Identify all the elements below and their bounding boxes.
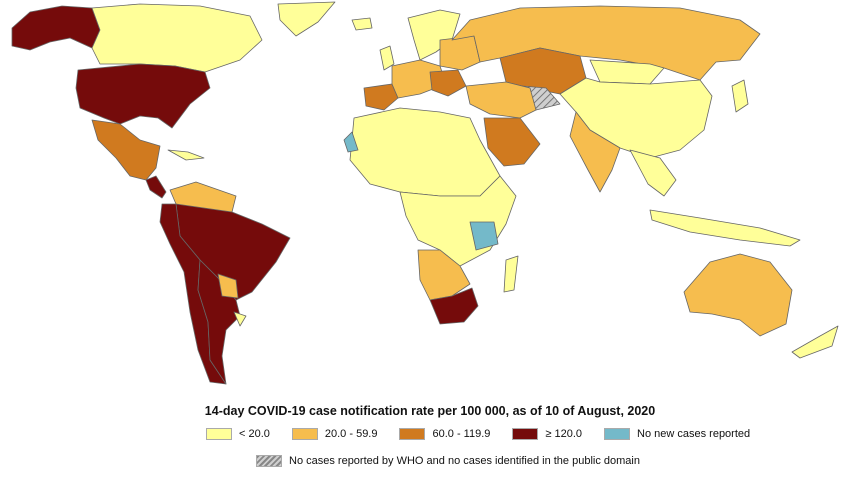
region-australia [683, 253, 793, 337]
region-mexico [91, 119, 161, 181]
legend: < 20.0 20.0 - 59.9 60.0 - 119.9 ≥ 120.0 … [206, 428, 750, 440]
legend-no-data: No cases reported by WHO and no cases id… [256, 455, 640, 467]
region-mongolia [589, 59, 665, 85]
legend-swatch [604, 428, 631, 440]
legend-swatch [512, 428, 539, 440]
legend-label: < 20.0 [239, 428, 270, 440]
legend-label: 60.0 - 119.9 [432, 428, 491, 440]
region-new-zealand [791, 325, 839, 359]
legend-item-high: 60.0 - 119.9 [399, 428, 490, 440]
region-usa [75, 63, 211, 129]
legend-label: 20.0 - 59.9 [324, 428, 378, 440]
region-indonesia [649, 209, 801, 247]
region-east-europe [439, 35, 481, 71]
region-paraguay [217, 273, 239, 299]
legend-item-low: < 20.0 [206, 428, 270, 440]
legend-label: No new cases reported [637, 428, 751, 440]
region-uk [379, 45, 395, 71]
legend-swatch [291, 428, 318, 440]
legend-no-data-label: No cases reported by WHO and no cases id… [289, 455, 640, 467]
region-south-africa [429, 287, 479, 325]
legend-label: ≥ 120.0 [545, 428, 583, 440]
region-tanzania [469, 221, 499, 251]
region-japan [731, 79, 749, 113]
region-saudi-arabia [483, 117, 541, 167]
region-india [569, 111, 621, 193]
region-uruguay [233, 311, 247, 327]
region-canada [91, 3, 263, 73]
region-west-africa-no-cases [343, 131, 359, 153]
legend-item-no-new-cases: No new cases reported [604, 428, 750, 440]
legend-swatch [399, 428, 426, 440]
legend-swatch-hatched [256, 455, 282, 467]
region-southern-africa [417, 249, 471, 301]
region-balkans [429, 69, 467, 97]
region-iberia [363, 83, 399, 111]
legend-item-very-high: ≥ 120.0 [512, 428, 582, 440]
region-greenland [277, 1, 336, 37]
region-cuba [167, 149, 205, 161]
region-north-africa [349, 107, 501, 197]
legend-item-medium: 20.0 - 59.9 [291, 428, 378, 440]
region-central-america [145, 175, 167, 199]
region-middle-east [465, 81, 537, 119]
region-madagascar [503, 255, 519, 293]
region-southeast-asia [629, 149, 677, 197]
map-title: 14-day COVID-19 case notification rate p… [204, 404, 656, 418]
region-iceland [351, 17, 373, 31]
region-russia [451, 5, 761, 81]
region-alaska [11, 5, 101, 51]
world-map [11, 1, 839, 385]
legend-swatch [206, 428, 232, 440]
